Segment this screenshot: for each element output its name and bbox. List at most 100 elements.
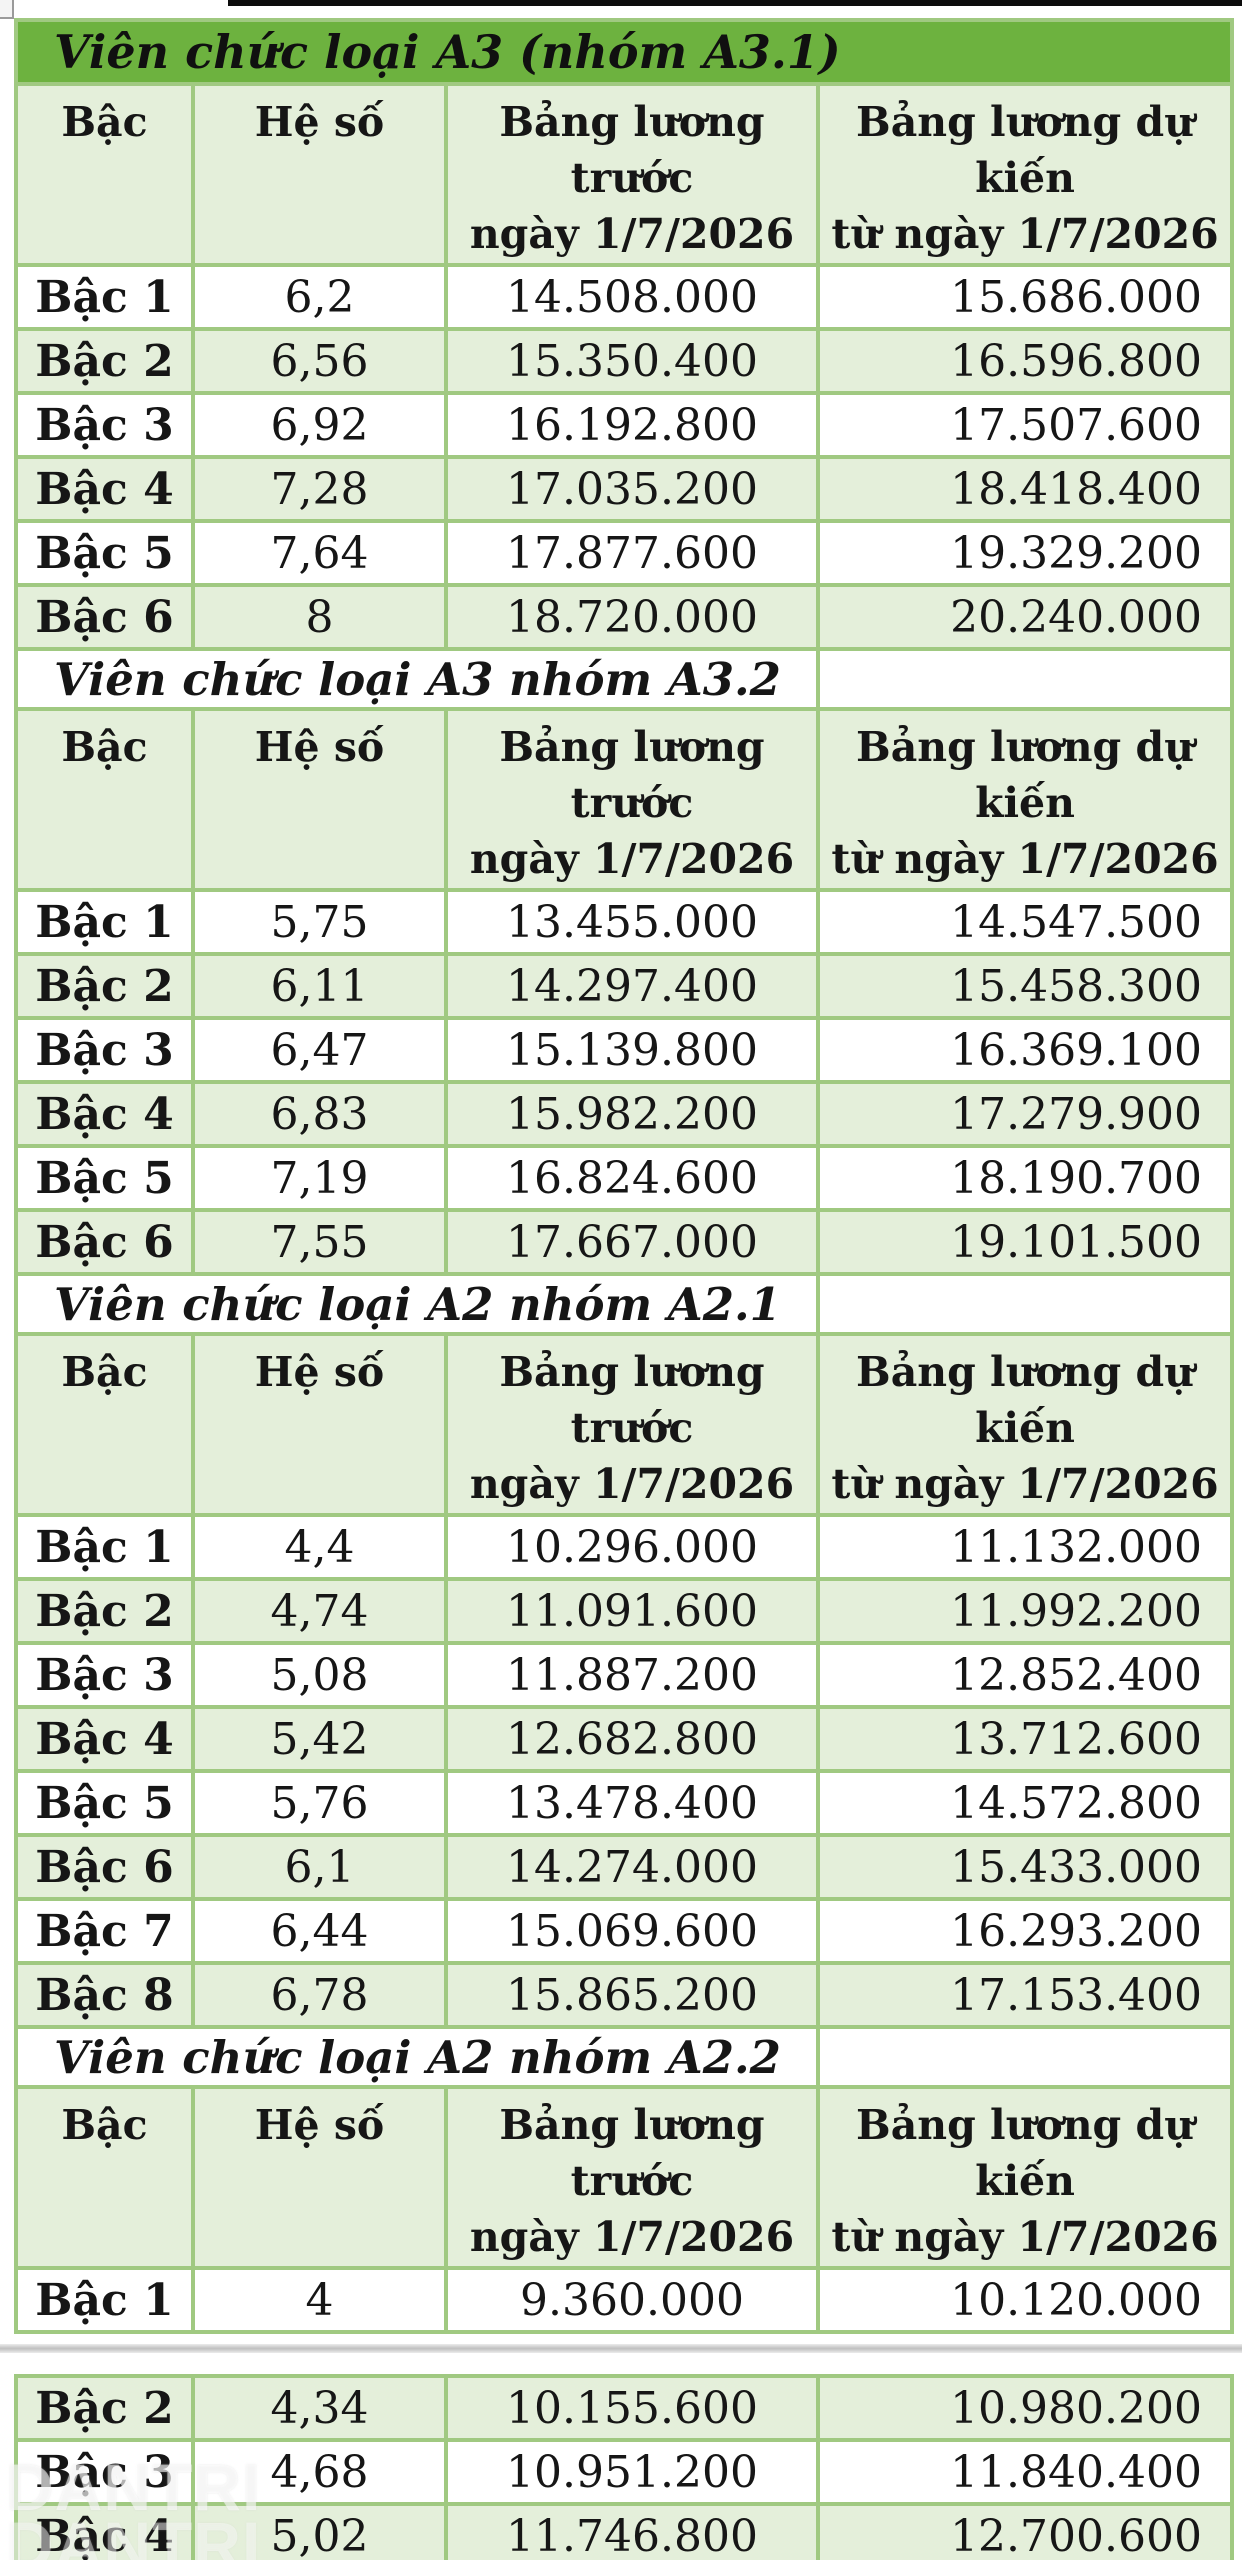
- table-row: Bậc 3 4,68 10.951.200 11.840.400: [14, 2438, 1234, 2506]
- section-title-row: Viên chức loại A2 nhóm A2.1: [14, 1272, 1235, 1336]
- table-row: Bậc 4 5,02 11.746.800 12.700.600: [14, 2502, 1234, 2560]
- section-title: Viên chức loại A2 nhóm A2.2: [14, 2025, 820, 2089]
- column-header-2: Bảng lương trước ngày 1/7/2026: [444, 1332, 820, 1517]
- salary-tables: Viên chức loại A3 (nhóm A3.1) Bậc Hệ số Bản…: [0, 18, 1242, 2560]
- salary-before-cell: 13.478.400: [444, 1769, 820, 1837]
- section-title: Viên chức loại A2 nhóm A2.1: [14, 1272, 820, 1336]
- header-row: Bậc Hệ số Bảng lương trước ngày 1/7/2026 Bả…: [14, 707, 1235, 892]
- salary-after-cell: 19.101.500: [815, 1208, 1235, 1276]
- salary-before-cell: 14.274.000: [444, 1833, 820, 1901]
- table-row: Bậc 4 5,42 12.682.800 13.712.600: [14, 1705, 1235, 1773]
- salary-after-cell: 20.240.000: [815, 583, 1235, 651]
- level-cell: Bậc 6: [14, 583, 195, 651]
- level-cell: Bậc 4: [14, 1080, 195, 1148]
- coefficient-cell: 5,42: [191, 1705, 448, 1773]
- coefficient-cell: 7,64: [191, 519, 448, 587]
- salary-after-cell: 10.980.200: [816, 2374, 1234, 2442]
- salary-after-cell: 15.686.000: [815, 263, 1235, 331]
- coefficient-cell: 4,4: [191, 1513, 448, 1581]
- level-cell: Bậc 2: [14, 952, 195, 1020]
- salary-after-cell: 17.507.600: [815, 391, 1235, 459]
- column-header-1: Hệ số: [191, 2085, 448, 2270]
- header-row: Bậc Hệ số Bảng lương trước ngày 1/7/2026 Bả…: [14, 2085, 1235, 2270]
- level-cell: Bậc 4: [14, 455, 195, 523]
- coefficient-cell: 6,78: [191, 1961, 448, 2029]
- coefficient-cell: 5,08: [191, 1641, 448, 1709]
- table-row: Bậc 4 7,28 17.035.200 18.418.400: [14, 455, 1235, 523]
- column-header-2: Bảng lương trước ngày 1/7/2026: [444, 2085, 820, 2270]
- table-row: Bậc 3 5,08 11.887.200 12.852.400: [14, 1641, 1235, 1709]
- table-row: Bậc 1 4 9.360.000 10.120.000: [14, 2266, 1235, 2334]
- table-row: Bậc 1 5,75 13.455.000 14.547.500: [14, 888, 1235, 956]
- column-header-2: Bảng lương trước ngày 1/7/2026: [444, 707, 820, 892]
- salary-after-cell: 13.712.600: [815, 1705, 1235, 1773]
- coefficient-cell: 4,74: [191, 1577, 448, 1645]
- coefficient-cell: 4,68: [191, 2438, 448, 2506]
- table-row: Bậc 2 4,34 10.155.600 10.980.200: [14, 2374, 1234, 2442]
- level-cell: Bậc 3: [14, 1641, 195, 1709]
- salary-table-continuation: Bậc 2 4,34 10.155.600 10.980.200 Bậc 3 4,68 10…: [14, 2374, 1234, 2560]
- salary-before-cell: 15.982.200: [444, 1080, 820, 1148]
- salary-before-cell: 15.350.400: [444, 327, 820, 395]
- table-row: Bậc 2 4,74 11.091.600 11.992.200: [14, 1577, 1235, 1645]
- column-header-3: Bảng lương dự kiến từ ngày 1/7/2026: [815, 2085, 1235, 2270]
- salary-after-cell: 10.120.000: [815, 2266, 1235, 2334]
- level-cell: Bậc 6: [14, 1208, 195, 1276]
- level-cell: Bậc 1: [14, 263, 195, 331]
- column-header-0: Bậc: [14, 707, 195, 892]
- coefficient-cell: 6,92: [191, 391, 448, 459]
- salary-after-cell: 11.132.000: [815, 1513, 1235, 1581]
- table-row: Bậc 2 6,56 15.350.400 16.596.800: [14, 327, 1235, 395]
- table-row: Bậc 5 5,76 13.478.400 14.572.800: [14, 1769, 1235, 1837]
- coefficient-cell: 5,02: [191, 2502, 448, 2560]
- section-title-row: Viên chức loại A3 (nhóm A3.1): [13, 18, 1235, 86]
- table-row: Bậc 6 7,55 17.667.000 19.101.500: [14, 1208, 1235, 1276]
- salary-before-cell: 18.720.000: [444, 583, 820, 651]
- salary-before-cell: 10.155.600: [444, 2374, 820, 2442]
- salary-after-cell: 11.992.200: [815, 1577, 1235, 1645]
- column-header-3: Bảng lương dự kiến từ ngày 1/7/2026: [815, 1332, 1235, 1517]
- salary-after-cell: 15.433.000: [815, 1833, 1235, 1901]
- salary-before-cell: 9.360.000: [444, 2266, 820, 2334]
- table-row: Bậc 6 8 18.720.000 20.240.000: [14, 583, 1235, 651]
- salary-after-cell: 16.293.200: [815, 1897, 1235, 1965]
- salary-after-cell: 16.369.100: [815, 1016, 1235, 1084]
- seam-line: [0, 2344, 1242, 2353]
- level-cell: Bậc 2: [14, 327, 195, 395]
- salary-table-main-body: Viên chức loại A3 (nhóm A3.1) Bậc Hệ số Bản…: [13, 18, 1235, 2334]
- salary-after-cell: 14.547.500: [815, 888, 1235, 956]
- coefficient-cell: 6,1: [191, 1833, 448, 1901]
- salary-after-cell: 19.329.200: [815, 519, 1235, 587]
- salary-after-cell: 12.852.400: [815, 1641, 1235, 1709]
- coefficient-cell: 4: [191, 2266, 448, 2334]
- table-row: Bậc 3 6,92 16.192.800 17.507.600: [14, 391, 1235, 459]
- coefficient-cell: 8: [191, 583, 448, 651]
- coefficient-cell: 7,19: [191, 1144, 448, 1212]
- column-header-1: Hệ số: [191, 1332, 448, 1517]
- level-cell: Bậc 1: [14, 1513, 195, 1581]
- salary-before-cell: 16.824.600: [444, 1144, 820, 1212]
- salary-after-cell: 12.700.600: [816, 2502, 1234, 2560]
- level-cell: Bậc 8: [14, 1961, 195, 2029]
- table-row: Bậc 1 4,4 10.296.000 11.132.000: [14, 1513, 1235, 1581]
- salary-table-continuation-body: Bậc 2 4,34 10.155.600 10.980.200 Bậc 3 4,68 10…: [14, 2374, 1234, 2560]
- salary-before-cell: 16.192.800: [444, 391, 820, 459]
- coefficient-cell: 5,76: [191, 1769, 448, 1837]
- section-title-row: Viên chức loại A2 nhóm A2.2: [14, 2025, 1235, 2089]
- table-title-band: Viên chức loại A3 (nhóm A3.1): [13, 18, 1235, 86]
- table-row: Bậc 7 6,44 15.069.600 16.293.200: [14, 1897, 1235, 1965]
- table-row: Bậc 8 6,78 15.865.200 17.153.400: [14, 1961, 1235, 2029]
- level-cell: Bậc 3: [14, 1016, 195, 1084]
- section-title-row: Viên chức loại A3 nhóm A3.2: [14, 647, 1235, 711]
- column-header-0: Bậc: [14, 82, 195, 267]
- section-title-empty-cell: [815, 647, 1235, 711]
- table-row: Bậc 4 6,83 15.982.200 17.279.900: [14, 1080, 1235, 1148]
- table-row: Bậc 1 6,2 14.508.000 15.686.000: [14, 263, 1235, 331]
- column-header-1: Hệ số: [191, 707, 448, 892]
- level-cell: Bậc 5: [14, 1144, 195, 1212]
- salary-before-cell: 10.951.200: [444, 2438, 820, 2506]
- salary-before-cell: 15.069.600: [444, 1897, 820, 1965]
- table-row: Bậc 3 6,47 15.139.800 16.369.100: [14, 1016, 1235, 1084]
- salary-before-cell: 11.887.200: [444, 1641, 820, 1709]
- header-row: Bậc Hệ số Bảng lương trước ngày 1/7/2026 Bả…: [14, 82, 1235, 267]
